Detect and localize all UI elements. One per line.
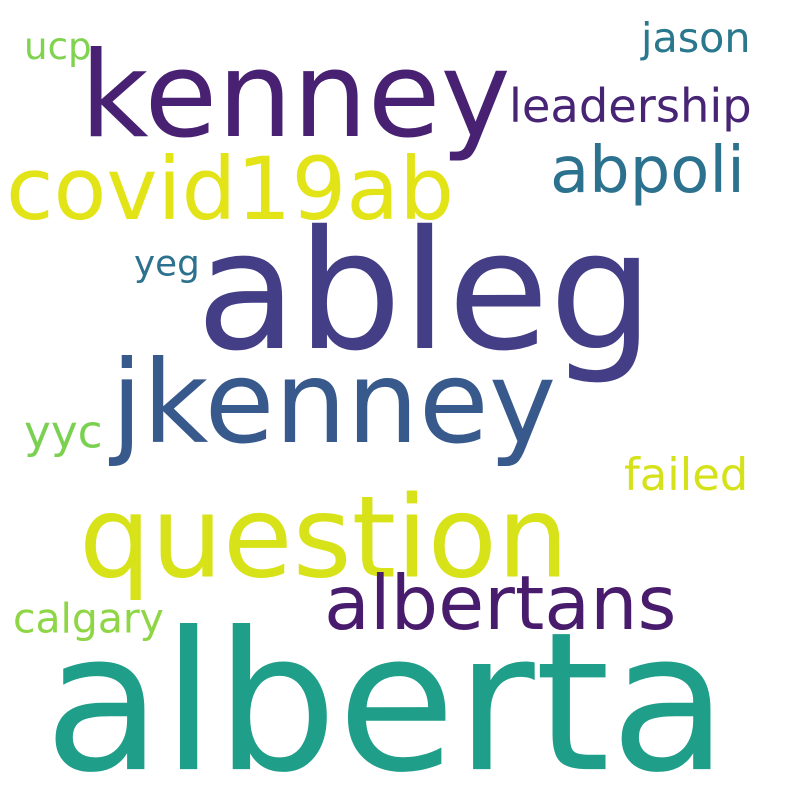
- word-ucp: ucp: [24, 24, 92, 69]
- word-abpoli: abpoli: [550, 133, 745, 208]
- word-ableg: ableg: [196, 195, 654, 388]
- word-covid19ab: covid19ab: [6, 139, 455, 240]
- word-question: question: [79, 471, 569, 604]
- word-leadership: leadership: [509, 78, 752, 133]
- word-kenney: kenney: [80, 26, 511, 165]
- word-yeg: yeg: [134, 243, 200, 285]
- word-failed: failed: [624, 448, 749, 502]
- word-jason: jason: [641, 14, 751, 63]
- word-jkenney: jkenney: [111, 335, 557, 469]
- word-calgary: calgary: [13, 594, 164, 643]
- word-albertans: albertans: [324, 560, 677, 648]
- word-alberta: alberta: [44, 592, 728, 800]
- word-yyc: yyc: [24, 405, 103, 459]
